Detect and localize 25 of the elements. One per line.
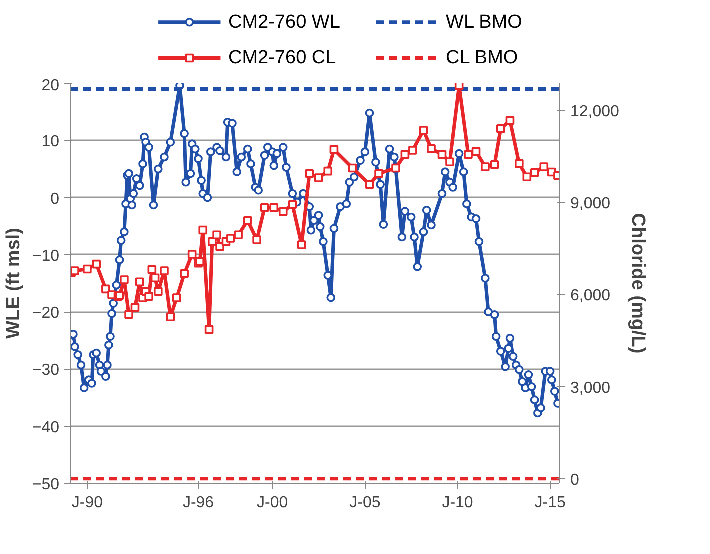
y2-tick-label: 0: [570, 472, 580, 489]
y-tick-label: −40: [32, 419, 60, 436]
y-tick-label: 0: [50, 190, 60, 208]
x-tick-label: J-10: [442, 494, 474, 512]
y2-axis-title: Chloride (mg/L): [627, 213, 648, 354]
legend-label: WL BMO: [446, 12, 522, 33]
x-tick-label: J-96: [182, 494, 214, 512]
legend-label: CL BMO: [446, 48, 518, 69]
y2-tick-label: 12,000: [570, 104, 620, 121]
x-tick-label: J-15: [534, 494, 566, 512]
y-tick-label: 20: [42, 78, 60, 94]
y-tick-label: −30: [32, 362, 60, 380]
y-tick-label: −20: [32, 305, 60, 322]
legend-label: CM2-760 CL: [228, 48, 336, 69]
y2-tick-label: 9,000: [570, 196, 611, 213]
x-tick-label: J-05: [350, 494, 381, 512]
x-tick-label: J-90: [72, 494, 104, 512]
y-axis-title: WLE (ft msl): [3, 228, 24, 339]
y-tick-label: −10: [32, 248, 60, 265]
legend-label: CM2-760 WL: [228, 12, 340, 33]
y-tick-label: −50: [32, 476, 60, 494]
y-tick-label: 10: [42, 134, 60, 151]
x-tick-label: J-00: [257, 494, 288, 512]
y2-tick-label: 6,000: [570, 288, 611, 305]
y2-tick-label: 3,000: [570, 380, 611, 397]
